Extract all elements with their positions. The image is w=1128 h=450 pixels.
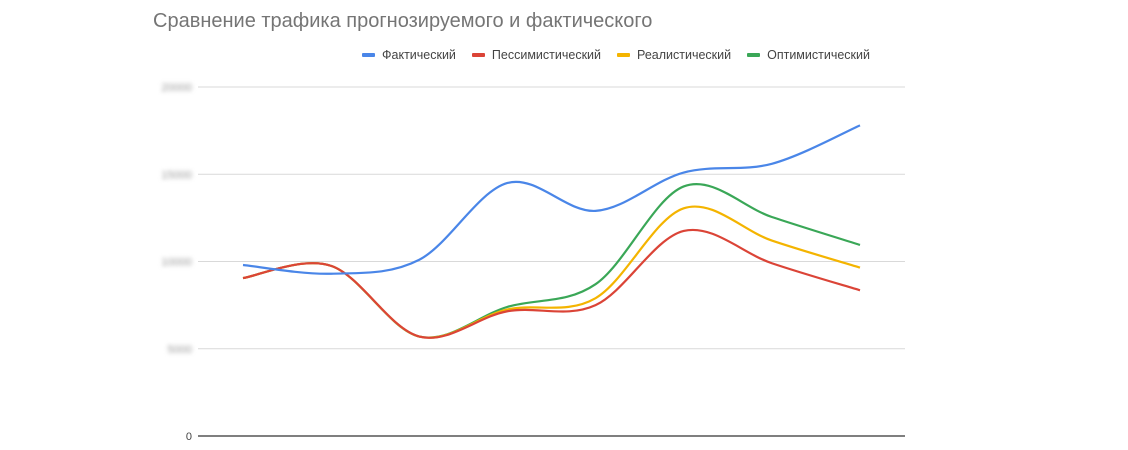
y-tick-label: 5000: [168, 344, 192, 356]
y-tick-label: 15000: [161, 169, 192, 181]
series-line: [242, 228, 861, 339]
legend-swatch: [747, 53, 761, 57]
legend-swatch: [471, 53, 485, 57]
legend-item: Оптимистический: [747, 48, 870, 62]
series-line: [242, 124, 861, 275]
legend-swatch: [617, 53, 631, 57]
y-tick-label: 20000: [161, 82, 192, 94]
y-tick-label: 10000: [161, 257, 192, 269]
legend-label: Фактический: [382, 48, 456, 62]
series-line: [242, 205, 861, 339]
legend: Фактический Пессимистический Реалистически…: [362, 48, 870, 62]
legend-item: Фактический: [362, 48, 456, 62]
chart-title: Сравнение трафика прогнозируемого и факт…: [153, 10, 653, 32]
legend-item: Реалистический: [617, 48, 731, 62]
legend-swatch: [362, 53, 375, 57]
legend-label: Пессимистический: [491, 48, 602, 62]
legend-label: Реалистический: [637, 48, 732, 62]
y-tick-label: 0: [186, 431, 192, 443]
legend-label: Оптимистический: [767, 48, 870, 62]
legend-item: Пессимистический: [471, 48, 602, 62]
